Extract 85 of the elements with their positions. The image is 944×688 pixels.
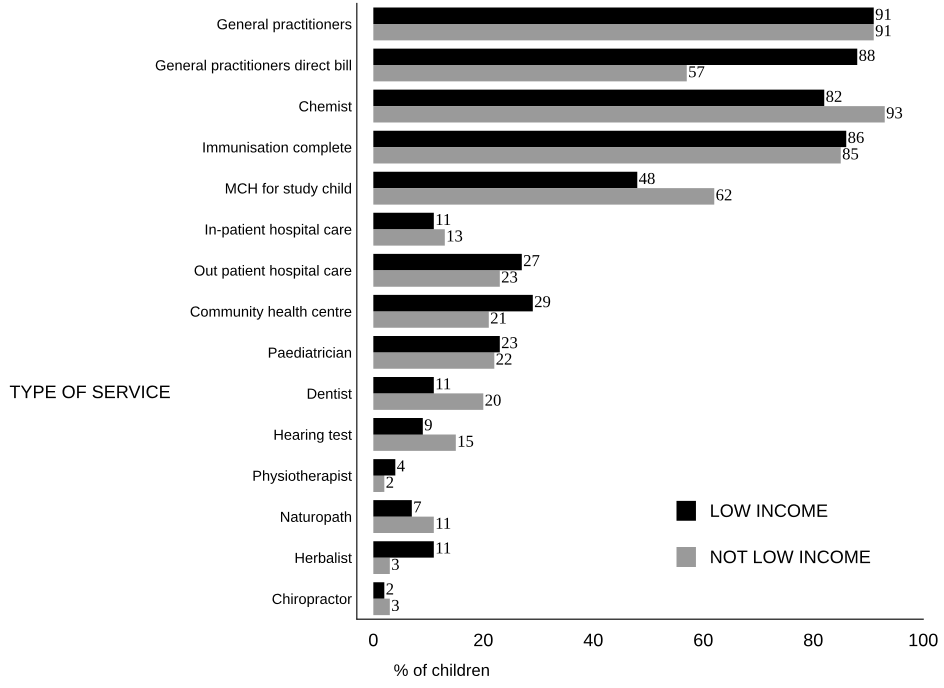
- bar: [373, 393, 484, 410]
- y-tick-label: Immunisation complete: [203, 142, 352, 156]
- data-label: 62: [716, 189, 732, 201]
- bar: [373, 24, 874, 40]
- bar: [373, 172, 638, 188]
- x-tick-label: 60: [694, 634, 713, 646]
- x-tick-label: 0: [369, 634, 378, 646]
- data-label: 11: [436, 518, 450, 529]
- data-label: 20: [485, 394, 501, 406]
- data-label: 23: [502, 337, 518, 348]
- bar: [373, 352, 494, 369]
- x-tick-label: 40: [584, 634, 603, 646]
- data-label: 13: [448, 230, 462, 242]
- bar: [373, 476, 384, 492]
- bar: [373, 459, 396, 476]
- bar: [373, 8, 874, 24]
- bar: [373, 48, 858, 66]
- data-label: 7: [414, 501, 422, 512]
- data-label: 93: [886, 107, 902, 118]
- data-label: 86: [848, 132, 864, 144]
- data-label: 23: [502, 271, 518, 283]
- y-tick-label: General practitioners direct bill: [156, 60, 352, 74]
- data-label: 2: [386, 476, 394, 488]
- bar: [373, 229, 445, 246]
- bar: [373, 541, 434, 558]
- data-label: 82: [826, 90, 842, 102]
- x-tick-label: 20: [474, 634, 493, 646]
- y-tick-label: In-patient hospital care: [206, 224, 352, 238]
- x-tick-label: 80: [804, 634, 823, 646]
- data-label: 57: [689, 66, 704, 78]
- y-tick-label: Paediatrician: [268, 347, 352, 358]
- bar: [373, 418, 423, 434]
- data-label: 11: [436, 214, 450, 226]
- bar: [373, 65, 687, 82]
- y-tick-label: Chiropractor: [272, 593, 352, 607]
- bar: [373, 254, 522, 270]
- bar: [373, 434, 456, 451]
- data-label: 48: [638, 172, 655, 184]
- legend-label: LOW INCOME: [711, 504, 828, 518]
- bar: [373, 90, 824, 106]
- data-label: 4: [397, 460, 405, 472]
- data-label: 21: [490, 312, 506, 324]
- y-tick-label: Naturopath: [281, 511, 352, 525]
- bar: [373, 294, 533, 312]
- bar: [373, 377, 434, 394]
- y-tick-label: Hearing test: [274, 429, 352, 443]
- bar: [373, 500, 412, 517]
- x-tick-label: 100: [910, 634, 938, 646]
- bar: [373, 212, 434, 230]
- bar: [373, 130, 846, 148]
- data-label: 3: [392, 600, 399, 612]
- x-axis-title: % of children: [394, 664, 489, 676]
- y-tick-label: Dentist: [308, 388, 352, 399]
- data-label: 29: [534, 296, 550, 308]
- bar: [373, 516, 434, 533]
- y-tick-label: MCH for study child: [226, 182, 352, 196]
- bar: [373, 270, 500, 287]
- bar: [373, 147, 841, 164]
- data-label: 15: [458, 436, 474, 447]
- bar: [373, 582, 384, 599]
- data-label: 11: [436, 378, 450, 390]
- data-label: 91: [876, 25, 891, 36]
- y-tick-label: Out patient hospital care: [194, 264, 352, 279]
- bar: [373, 188, 714, 205]
- data-label: 85: [842, 148, 858, 160]
- bar: [373, 106, 885, 122]
- y-tick-label: Physiotherapist: [253, 470, 352, 484]
- data-label: 88: [859, 50, 875, 61]
- y-tick-label: Herbalist: [296, 552, 352, 564]
- y-axis-title: TYPE OF SERVICE: [10, 385, 170, 398]
- data-label: 3: [392, 558, 399, 570]
- data-label: 9: [424, 419, 432, 430]
- data-label: 2: [386, 583, 394, 594]
- data-label: 27: [524, 255, 540, 266]
- bar: [373, 336, 500, 352]
- data-label: 91: [876, 8, 891, 20]
- bar: [373, 598, 390, 616]
- y-tick-label: Community health centre: [190, 306, 352, 320]
- data-label: 11: [436, 542, 450, 554]
- y-tick-label: General practitioners: [217, 18, 352, 32]
- bar: [373, 311, 489, 328]
- y-tick-label: Chemist: [299, 100, 352, 112]
- legend-label: NOT LOW INCOME: [711, 550, 870, 564]
- bar: [373, 558, 390, 574]
- data-label: 22: [496, 354, 512, 365]
